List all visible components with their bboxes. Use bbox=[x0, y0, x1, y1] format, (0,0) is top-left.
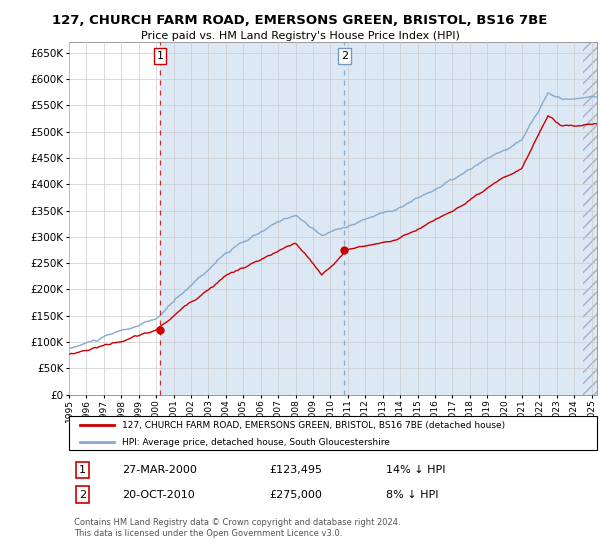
Text: 20-OCT-2010: 20-OCT-2010 bbox=[122, 489, 194, 500]
Text: HPI: Average price, detached house, South Gloucestershire: HPI: Average price, detached house, Sout… bbox=[122, 438, 389, 447]
Text: 127, CHURCH FARM ROAD, EMERSONS GREEN, BRISTOL, BS16 7BE: 127, CHURCH FARM ROAD, EMERSONS GREEN, B… bbox=[52, 14, 548, 27]
Text: Price paid vs. HM Land Registry's House Price Index (HPI): Price paid vs. HM Land Registry's House … bbox=[140, 31, 460, 41]
Text: 2: 2 bbox=[341, 51, 348, 61]
Text: 8% ↓ HPI: 8% ↓ HPI bbox=[386, 489, 438, 500]
Text: 1: 1 bbox=[79, 465, 86, 475]
Text: £123,495: £123,495 bbox=[269, 465, 323, 475]
Text: 2: 2 bbox=[79, 489, 86, 500]
Text: £275,000: £275,000 bbox=[269, 489, 323, 500]
Text: 14% ↓ HPI: 14% ↓ HPI bbox=[386, 465, 445, 475]
Text: 127, CHURCH FARM ROAD, EMERSONS GREEN, BRISTOL, BS16 7BE (detached house): 127, CHURCH FARM ROAD, EMERSONS GREEN, B… bbox=[122, 421, 505, 430]
Bar bbox=[344, 42, 597, 395]
Text: 1: 1 bbox=[157, 51, 164, 61]
Bar bbox=[160, 42, 344, 395]
Text: Contains HM Land Registry data © Crown copyright and database right 2024.
This d: Contains HM Land Registry data © Crown c… bbox=[74, 518, 401, 538]
FancyBboxPatch shape bbox=[69, 416, 597, 450]
Text: 27-MAR-2000: 27-MAR-2000 bbox=[122, 465, 197, 475]
